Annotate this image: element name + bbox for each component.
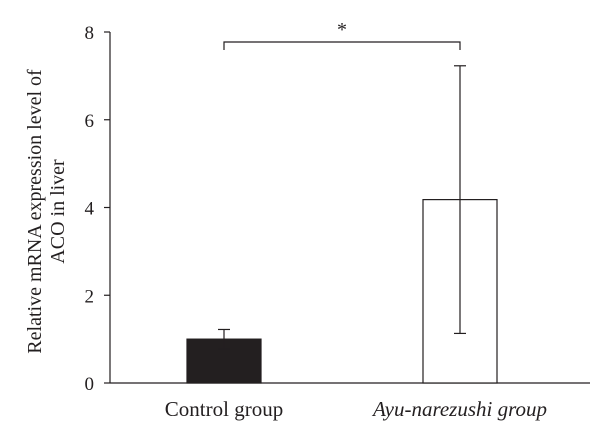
y-axis-label: Relative mRNA expression level of ACO in… xyxy=(24,69,69,354)
category-label: Control group xyxy=(165,397,283,421)
y-tick-label: 0 xyxy=(85,374,95,395)
axes: 0 2 4 6 8 xyxy=(85,23,590,395)
y-tick-label: 8 xyxy=(85,23,95,44)
significance-bracket: * xyxy=(223,19,461,50)
significance-star: * xyxy=(337,19,347,41)
error-bars xyxy=(218,65,466,350)
bars: Control group Ayu-narezushi group xyxy=(165,199,547,421)
y-axis-label-line-2: ACO in liver xyxy=(47,159,69,264)
significance-line xyxy=(223,41,461,50)
y-tick-label: 2 xyxy=(85,286,95,307)
y-axis-label-line-1: Relative mRNA expression level of xyxy=(24,69,46,354)
y-tick-label: 4 xyxy=(85,199,95,220)
y-tick-label: 6 xyxy=(85,111,95,132)
category-label: Ayu-narezushi group xyxy=(371,397,547,421)
